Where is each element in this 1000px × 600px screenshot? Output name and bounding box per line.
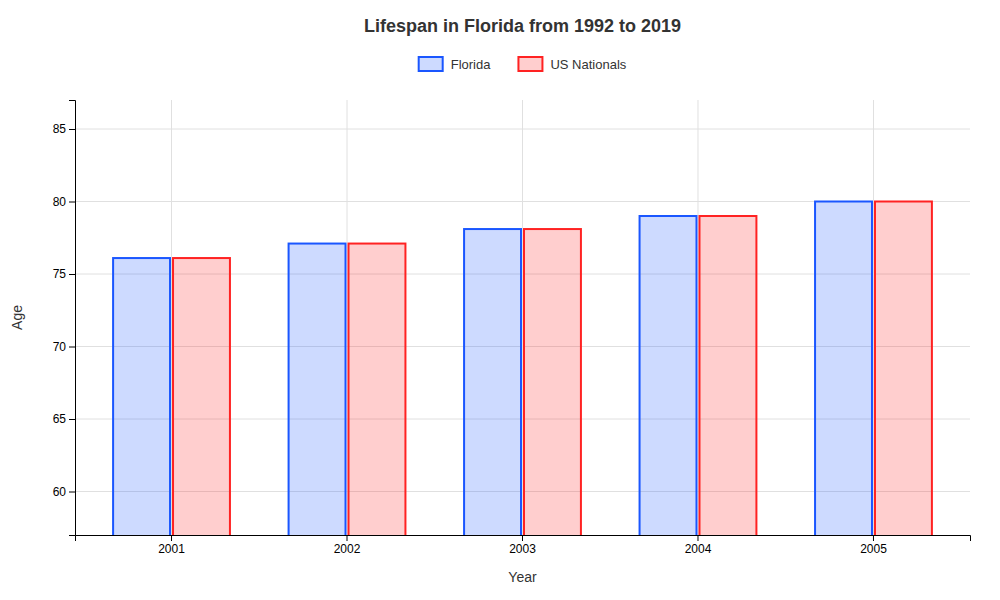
tick-label: 2004: [685, 542, 712, 556]
tick-mark: [522, 535, 523, 541]
bar-series: [173, 202, 932, 536]
bar: [875, 202, 932, 536]
tick-mark: [873, 535, 874, 541]
legend-label: US Nationals: [550, 57, 626, 72]
tick-mark: [69, 274, 75, 275]
tick-label: 2005: [860, 542, 887, 556]
tick-mark: [69, 129, 75, 130]
tick: 2005: [860, 535, 887, 556]
tick-mark: [171, 535, 172, 541]
tick: 85: [53, 122, 75, 136]
legend-swatch: [518, 57, 542, 71]
bar: [289, 244, 346, 535]
plot: 60 65 70 75 80 85 2001 2002 2003 2004 2005: [53, 100, 971, 600]
tick-label: 65: [53, 412, 67, 426]
tick-label: 2002: [334, 542, 361, 556]
tick-label: 2003: [509, 542, 536, 556]
tick-mark: [69, 347, 75, 348]
bar: [173, 258, 230, 535]
bar: [640, 216, 697, 535]
tick-label: 80: [53, 195, 67, 209]
tick-label: 70: [53, 340, 67, 354]
x-axis-title: Year: [508, 569, 537, 585]
axis-line: [76, 536, 971, 542]
tick-mark: [69, 492, 75, 493]
legend-item: US Nationals: [518, 57, 626, 72]
tick-mark: [347, 535, 348, 541]
grid-line-x: [522, 100, 523, 535]
chart: 60 65 70 75 80 85 2001 2002 2003 2004 2005 Year Age L…: [0, 0, 1000, 600]
tick: 2002: [334, 535, 361, 556]
tick-label: 2001: [158, 542, 185, 556]
bar-series: [113, 202, 872, 536]
bar: [349, 244, 406, 535]
y-axis-title: Age: [9, 305, 25, 330]
legend-label: Florida: [451, 57, 492, 72]
grid-line-x: [697, 100, 698, 535]
y-axis: 60 65 70 75 80 85: [53, 101, 76, 536]
tick: 2003: [509, 535, 536, 556]
bar: [699, 216, 756, 535]
tick: 65: [53, 412, 75, 426]
axis-line: [69, 101, 76, 536]
x-axis: 2001 2002 2003 2004 2005: [76, 535, 971, 556]
bars: [113, 202, 932, 536]
bar: [815, 202, 872, 536]
title: Lifespan in Florida from 1992 to 2019: [364, 16, 681, 36]
tick-label: 85: [53, 122, 67, 136]
bar: [464, 229, 521, 535]
tick-label: 60: [53, 485, 67, 499]
legend-swatch: [419, 57, 443, 71]
tick: 2004: [685, 535, 712, 556]
tick: 60: [53, 485, 75, 499]
grid-line-x: [873, 100, 874, 535]
legend: Florida US Nationals: [419, 57, 627, 72]
legend-item: Florida: [419, 57, 492, 72]
tick-mark: [697, 535, 698, 541]
grid-line-x: [171, 100, 172, 535]
tick-mark: [69, 202, 75, 203]
grid-line-x: [347, 100, 348, 535]
tick: 70: [53, 340, 75, 354]
tick-mark: [69, 419, 75, 420]
tick-label: 75: [53, 267, 67, 281]
bar: [524, 229, 581, 535]
bar: [113, 258, 170, 535]
tick: 75: [53, 267, 75, 281]
tick: 80: [53, 195, 75, 209]
tick: 2001: [158, 535, 185, 556]
